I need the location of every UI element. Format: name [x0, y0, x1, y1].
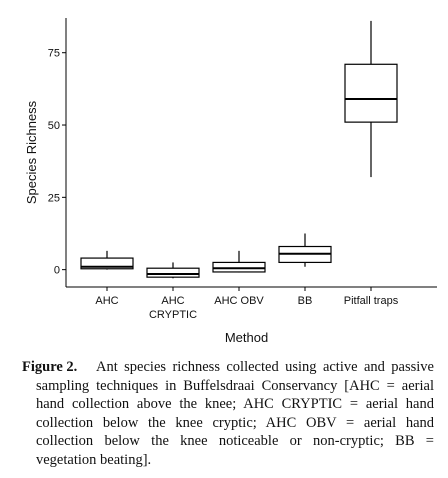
x-axis-title: Method — [225, 330, 268, 345]
caption-text: Ant species richness collected using act… — [36, 359, 434, 468]
x-tick-label: Pitfall traps — [344, 295, 399, 307]
x-tick-label: AHC — [161, 295, 184, 307]
x-tick-label: AHC — [95, 295, 118, 307]
y-tick-label: 75 — [48, 48, 60, 60]
y-axis-title: Species Richness — [24, 100, 39, 204]
box — [344, 63, 398, 123]
y-tick-label: 25 — [48, 192, 60, 204]
x-tick-label: BB — [298, 295, 313, 307]
box — [80, 257, 134, 270]
box-plot: 0 25 50 75 AHC AHC CRYPTIC AHC OBV BB Pitfall tra… — [24, 18, 437, 345]
box — [212, 261, 266, 273]
x-tick-label: CRYPTIC — [149, 309, 197, 321]
caption-label: Figure 2. — [22, 359, 78, 375]
y-tick-label: 50 — [48, 120, 60, 132]
box — [146, 267, 200, 278]
y-tick-label: 0 — [54, 265, 60, 277]
figure-caption: Figure 2. Ant species richness collected… — [22, 358, 434, 469]
x-tick-label: AHC OBV — [214, 295, 264, 307]
